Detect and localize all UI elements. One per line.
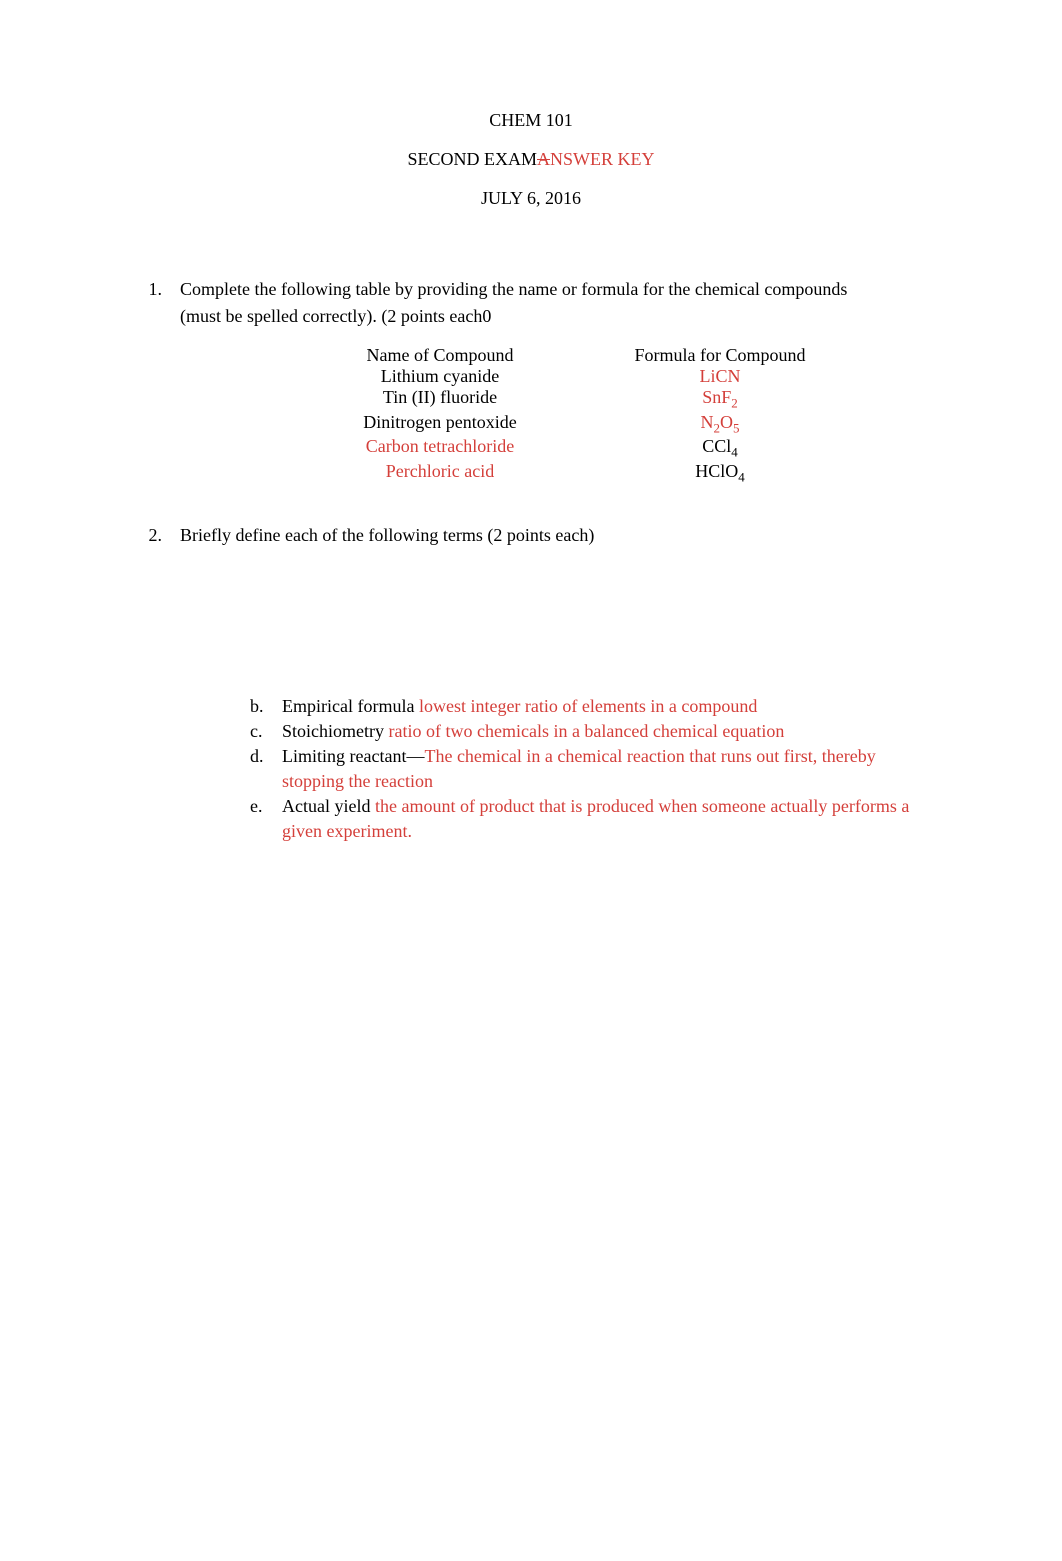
q1-row: 1. Complete the following table by provi… xyxy=(140,279,922,300)
question-1: 1. Complete the following table by provi… xyxy=(140,279,922,485)
item-letter: d. xyxy=(250,746,282,767)
header-date: JULY 6, 2016 xyxy=(140,188,922,209)
item-letter: c. xyxy=(250,721,282,742)
formula-text: HClO xyxy=(695,461,738,481)
item-letter: e. xyxy=(250,796,282,817)
header-answer-key: NSWER KEY xyxy=(550,149,655,169)
list-item: d. Limiting reactant—The chemical in a c… xyxy=(250,746,922,767)
compound-name: Dinitrogen pentoxide xyxy=(300,412,580,437)
question-2: 2. Briefly define each of the following … xyxy=(140,525,922,842)
formula-text: SnF xyxy=(702,387,731,407)
table-row: Perchloric acid HClO4 xyxy=(300,461,922,486)
compound-formula: LiCN xyxy=(580,366,860,387)
list-item: e. Actual yield the amount of product th… xyxy=(250,796,922,817)
formula-subscript: 5 xyxy=(733,420,740,435)
item-letter: b. xyxy=(250,696,282,717)
term-text: Stoichiometry xyxy=(282,721,389,741)
item-content: Empirical formula lowest integer ratio o… xyxy=(282,696,922,717)
table-header-row: Name of Compound Formula for Compound xyxy=(300,345,922,366)
definition-continuation: given experiment. xyxy=(282,821,922,842)
compound-name: Carbon tetrachloride xyxy=(300,436,580,461)
q2-row: 2. Briefly define each of the following … xyxy=(140,525,922,546)
table-header-formula: Formula for Compound xyxy=(580,345,860,366)
header-exam-black: SECOND EXAM xyxy=(407,149,537,169)
formula-text: O xyxy=(720,412,733,432)
definition-continuation: stopping the reaction xyxy=(282,771,922,792)
definition-list: b. Empirical formula lowest integer rati… xyxy=(250,696,922,842)
definition-text: ratio of two chemicals in a balanced che… xyxy=(389,721,785,741)
q1-text1: Complete the following table by providin… xyxy=(180,279,922,300)
list-item: b. Empirical formula lowest integer rati… xyxy=(250,696,922,717)
compound-formula: N2O5 xyxy=(580,412,860,437)
formula-subscript: 4 xyxy=(731,445,738,460)
q2-text: Briefly define each of the following ter… xyxy=(180,525,922,546)
compound-formula: CCl4 xyxy=(580,436,860,461)
formula-subscript: 4 xyxy=(738,469,745,484)
compound-formula: SnF2 xyxy=(580,387,860,412)
item-content: Limiting reactant—The chemical in a chem… xyxy=(282,746,922,767)
compound-formula: HClO4 xyxy=(580,461,860,486)
term-text: Actual yield xyxy=(282,796,375,816)
header-strikethrough: A xyxy=(537,149,550,169)
table-row: Carbon tetrachloride CCl4 xyxy=(300,436,922,461)
term-text: Empirical formula xyxy=(282,696,419,716)
q2-number: 2. xyxy=(140,525,180,546)
table-header-name: Name of Compound xyxy=(300,345,580,366)
list-item: c. Stoichiometry ratio of two chemicals … xyxy=(250,721,922,742)
document-header: CHEM 101 SECOND EXAMANSWER KEY JULY 6, 2… xyxy=(140,110,922,209)
item-content: Stoichiometry ratio of two chemicals in … xyxy=(282,721,922,742)
table-row: Tin (II) fluoride SnF2 xyxy=(300,387,922,412)
q1-number: 1. xyxy=(140,279,180,300)
table-row: Lithium cyanide LiCN xyxy=(300,366,922,387)
q1-text2: (must be spelled correctly). (2 points e… xyxy=(180,306,922,327)
term-text: Limiting reactant— xyxy=(282,746,424,766)
item-content: Actual yield the amount of product that … xyxy=(282,796,922,817)
compound-name: Lithium cyanide xyxy=(300,366,580,387)
definition-text: the amount of product that is produced w… xyxy=(375,796,909,816)
formula-text: CCl xyxy=(702,436,731,456)
table-row: Dinitrogen pentoxide N2O5 xyxy=(300,412,922,437)
definition-text: lowest integer ratio of elements in a co… xyxy=(419,696,757,716)
header-course: CHEM 101 xyxy=(140,110,922,131)
header-exam-title: SECOND EXAMANSWER KEY xyxy=(140,149,922,170)
formula-text: N xyxy=(701,412,714,432)
compound-table: Name of Compound Formula for Compound Li… xyxy=(300,345,922,485)
definition-text: The chemical in a chemical reaction that… xyxy=(424,746,875,766)
compound-name: Tin (II) fluoride xyxy=(300,387,580,412)
formula-subscript: 2 xyxy=(731,396,738,411)
compound-name: Perchloric acid xyxy=(300,461,580,486)
